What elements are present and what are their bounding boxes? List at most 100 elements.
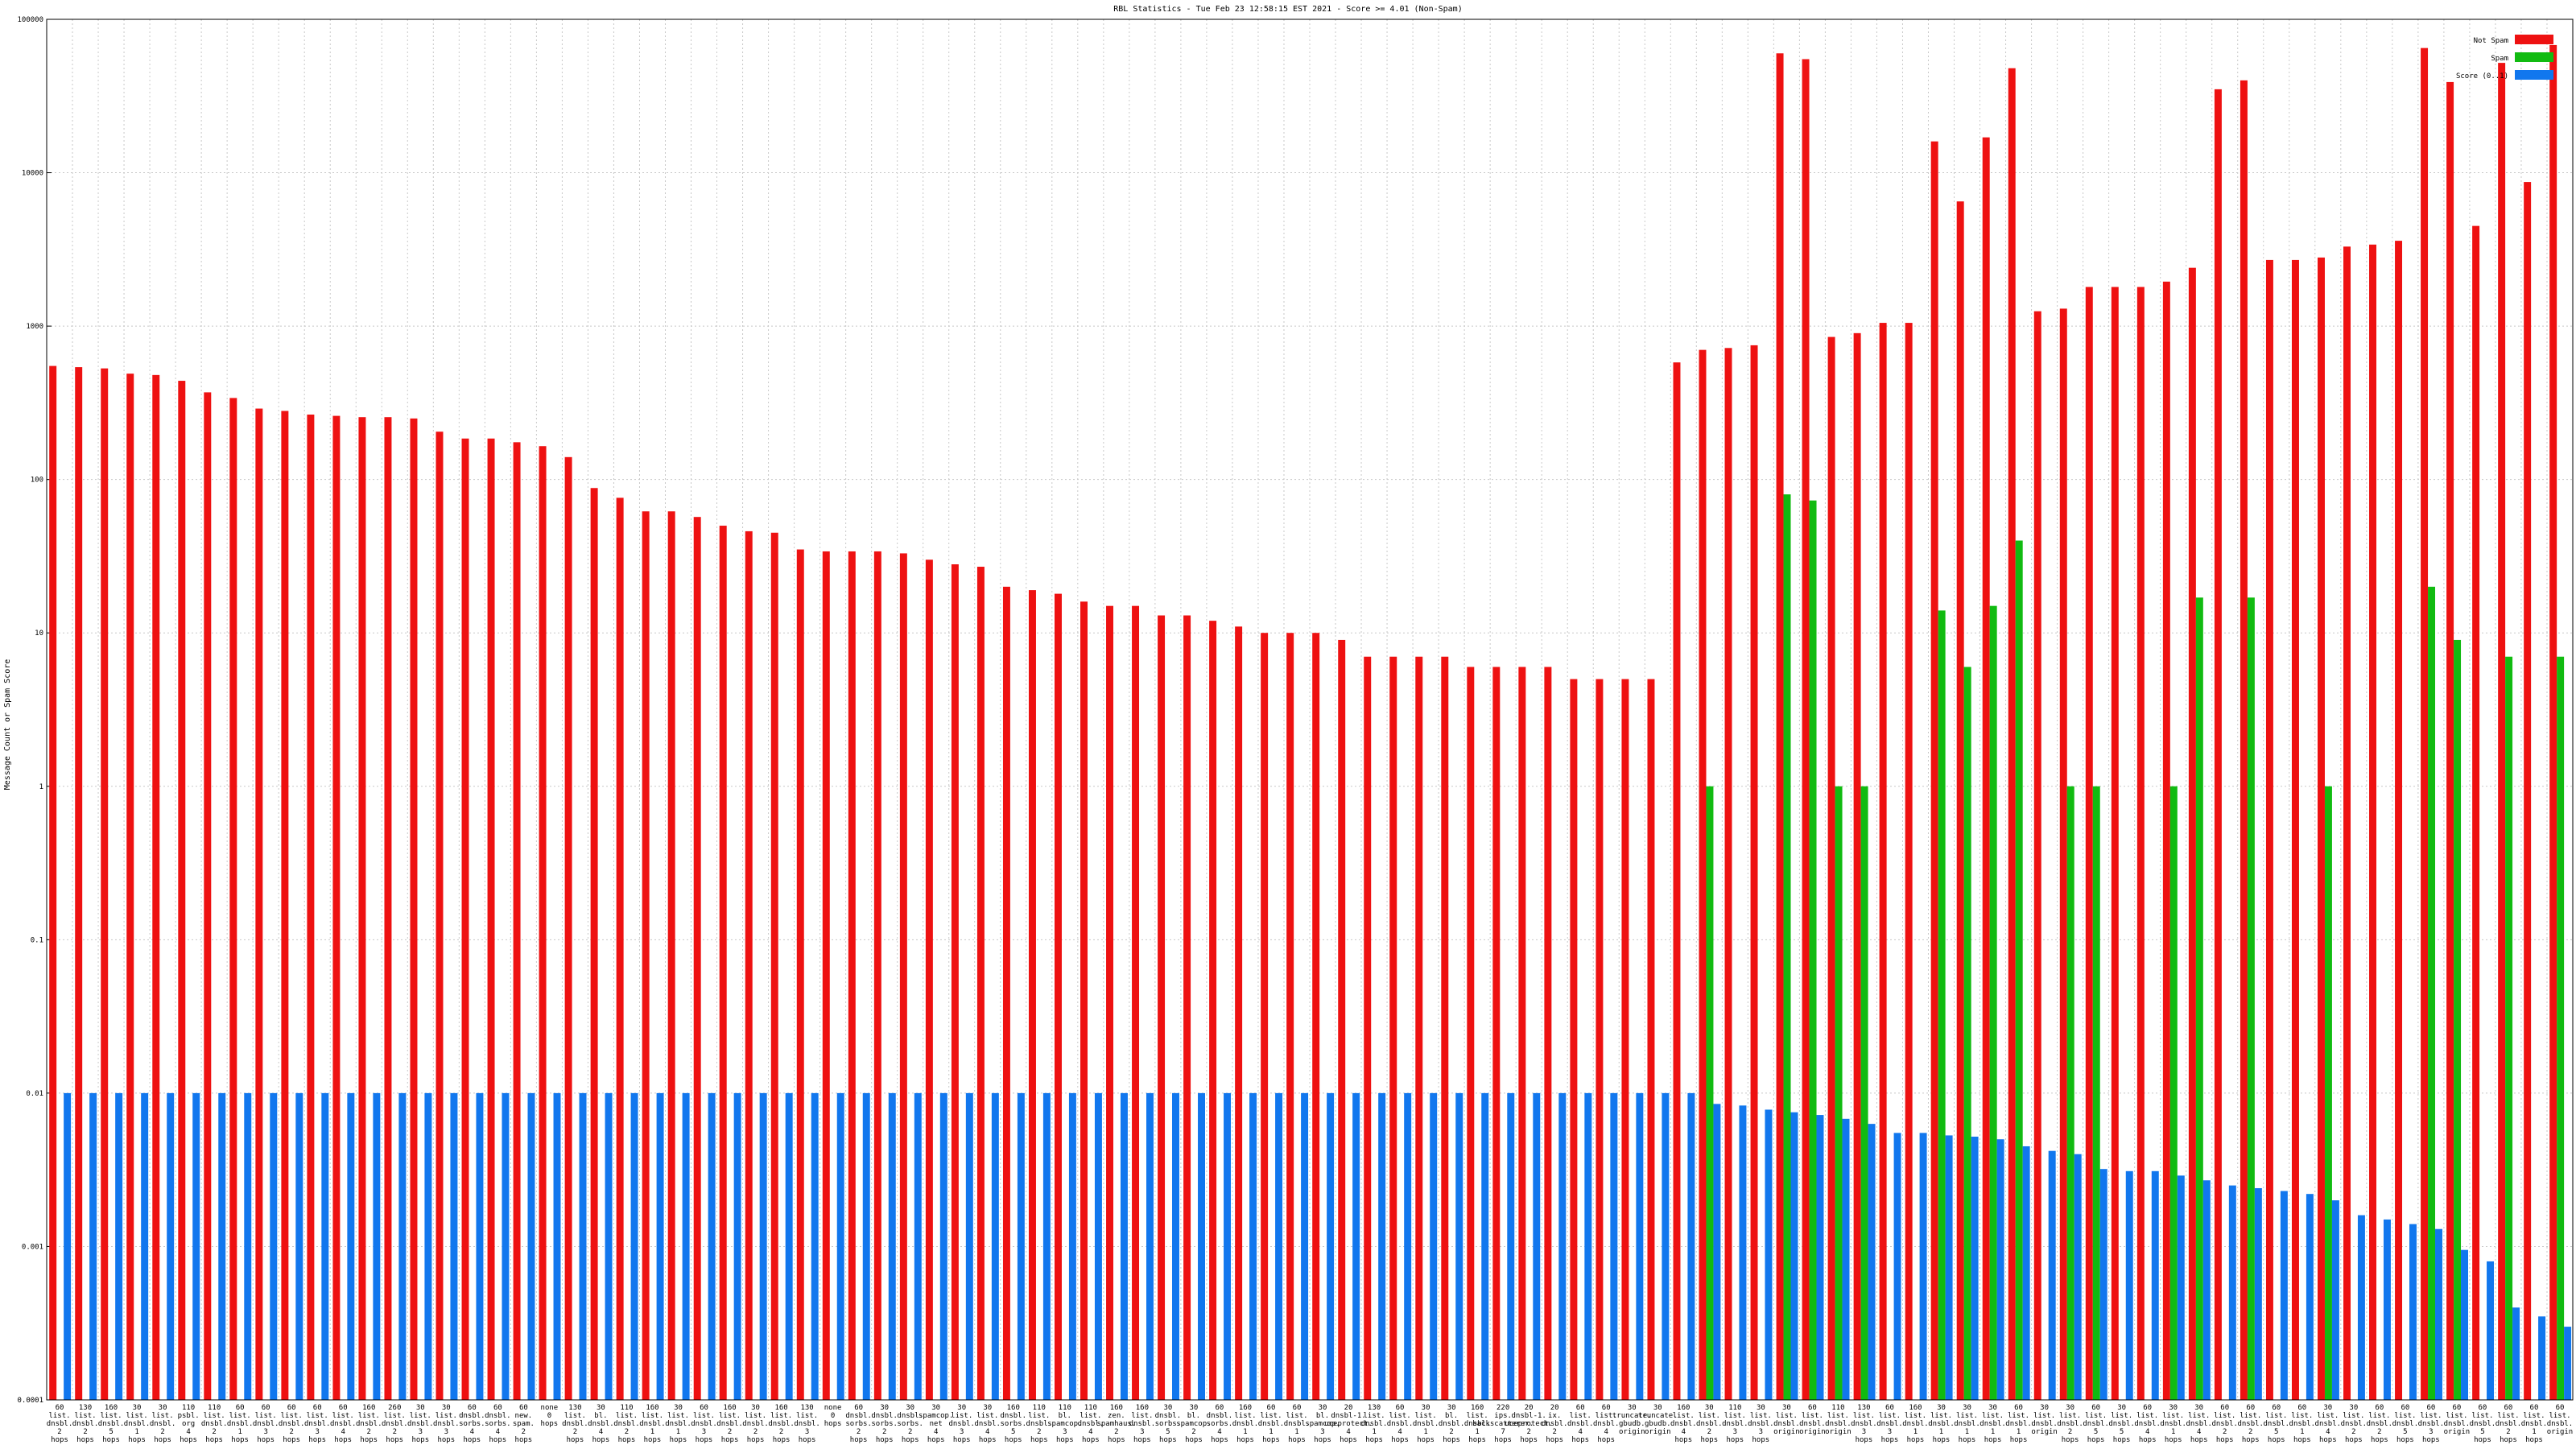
legend-swatch <box>2515 52 2553 62</box>
category-label: 110 list. dnsbl. 4 hops <box>1078 1404 1104 1444</box>
category-label: 30 dnsbl. sorbs. 2 hops <box>897 1404 923 1444</box>
bar-not-spam <box>2214 89 2222 1400</box>
bar-not-spam <box>2033 311 2041 1400</box>
grid-lines <box>47 19 2574 1401</box>
category-label: 160 list. dnsbl. 2 hops <box>356 1404 382 1444</box>
category-label: 30 list. dnsbl. origin <box>2031 1404 2058 1436</box>
y-tick-label: 10000 <box>22 170 43 178</box>
bar-not-spam <box>770 532 778 1400</box>
bar-score <box>1533 1092 1541 1400</box>
category-label: 30 list. dnsbl. 2 hops <box>742 1404 769 1444</box>
category-label: 160 list. dnsbl. 1 hops <box>1902 1404 1929 1444</box>
bar-not-spam <box>2059 308 2067 1400</box>
bar-not-spam <box>2498 63 2506 1401</box>
category-label: 60 list. dnsbl. 5 hops <box>2264 1404 2290 1444</box>
category-label: 30 list. dnsbl. origin <box>1773 1404 1800 1436</box>
bar-not-spam <box>1235 626 1243 1400</box>
bar-not-spam <box>1158 615 1166 1400</box>
bar-not-spam <box>2472 225 2480 1400</box>
bar-not-spam <box>1492 667 1501 1400</box>
category-label: 20 dnsbl-1. uceprotect. 2 hops <box>1505 1404 1553 1444</box>
bar-not-spam <box>1132 605 1140 1400</box>
category-label: 160 list. dnsbl. 1 hops <box>639 1404 666 1444</box>
bar-not-spam <box>2111 287 2119 1401</box>
category-label: 160 list. dnsbl. 2 hops <box>716 1404 743 1444</box>
plot-frame <box>46 19 2574 1401</box>
bar-score <box>1662 1092 1670 1400</box>
bar-score <box>605 1092 613 1400</box>
bar-spam <box>2557 656 2565 1400</box>
bar-score <box>708 1092 716 1400</box>
category-label: 110 psbl. org 4 hops <box>178 1404 200 1444</box>
category-label: 30 list. dnsbl. 1 hops <box>1979 1404 2006 1444</box>
bar-not-spam <box>1183 615 1191 1400</box>
bar-score <box>1224 1092 1232 1400</box>
bar-score <box>2151 1170 2159 1400</box>
category-label: 110 list. dnsbl. 2 hops <box>613 1404 640 1444</box>
category-label: 20 dnsbl-1. uceprotect. 4 hops <box>1324 1404 1373 1444</box>
bar-score <box>64 1092 72 1400</box>
bar-score <box>939 1092 947 1400</box>
category-label: 30 list. dnsbl. 3 hops <box>407 1404 434 1444</box>
bar-score <box>398 1092 407 1400</box>
bar-score <box>2228 1185 2236 1400</box>
bar-score <box>1017 1092 1025 1400</box>
bar-not-spam <box>1879 323 1887 1400</box>
y-tick-label: 0.01 <box>26 1090 43 1098</box>
bar-not-spam <box>461 438 469 1400</box>
bar-not-spam <box>2162 281 2170 1401</box>
category-label: 60 list. dnsbl. 2 hops <box>2367 1404 2393 1444</box>
bar-score <box>1765 1109 1773 1400</box>
category-label: 30 list. dnsbl. 1 hops <box>1928 1404 1955 1444</box>
category-label: 30 list. dnsbl. 3 hops <box>948 1404 975 1444</box>
bar-not-spam <box>1467 667 1475 1400</box>
category-label: 60 list. dnsbl. 3 hops <box>2418 1404 2445 1444</box>
category-label: none 0 hops <box>541 1404 559 1428</box>
bar-score <box>759 1092 767 1400</box>
category-label: 60 list. dnsbl. 1 hops <box>2521 1404 2548 1444</box>
y-tick-label: 0.001 <box>22 1243 43 1251</box>
category-label: 30 list. dnsbl. 1 hops <box>1413 1404 1439 1444</box>
category-label: 60 list. dnsbl. 2 hops <box>47 1404 73 1444</box>
category-label: 160 zen. spamhaus. 2 hops <box>1096 1404 1136 1444</box>
bar-not-spam <box>49 365 57 1401</box>
category-label: 60 dnsbl. sorbs. 2 hops <box>845 1404 872 1444</box>
bar-not-spam <box>1518 667 1526 1400</box>
bar-score <box>1842 1118 1850 1400</box>
category-label: 30 list. dnsbl. 4 hops <box>974 1404 1001 1444</box>
bar-not-spam <box>564 456 572 1400</box>
bar-not-spam <box>101 368 109 1400</box>
category-label: 30 list. dnsbl. 2 hops <box>2341 1404 2368 1444</box>
category-label: 60 list. dnsbl. origin <box>2547 1404 2574 1436</box>
bar-not-spam <box>229 398 237 1400</box>
category-label: 30 bl. dnsbl. 4 hops <box>588 1404 614 1444</box>
category-label: 30 spamcop. net 4 hops <box>919 1404 953 1444</box>
bar-not-spam <box>1338 639 1346 1400</box>
bar-not-spam <box>667 511 675 1400</box>
bar-not-spam <box>1002 586 1010 1400</box>
bar-spam <box>2015 540 2023 1400</box>
bar-not-spam <box>1209 621 1217 1400</box>
bar-not-spam <box>2265 259 2273 1400</box>
category-label: 30 bl. spamcop. 2 hops <box>1176 1404 1211 1444</box>
category-label: 130 list. dnsbl. 3 hops <box>1851 1404 1877 1444</box>
bar-not-spam <box>796 549 804 1400</box>
bar-score <box>1275 1092 1283 1400</box>
bar-score <box>1198 1092 1205 1400</box>
bar-not-spam <box>1802 59 1810 1401</box>
bar-score <box>733 1092 741 1400</box>
bar-not-spam <box>255 408 263 1400</box>
bar-score <box>1868 1124 1876 1400</box>
category-label: 30 list. dnsbl. 3 hops <box>1748 1404 1774 1444</box>
bar-score <box>2357 1215 2365 1400</box>
legend-label: Not Spam <box>2474 37 2508 45</box>
category-label: 30 list. dnsbl. 2 hops <box>150 1404 176 1444</box>
category-label: 60 list. dnsbl. origin <box>2444 1404 2471 1436</box>
category-label: 60 list. dnsbl. 3 hops <box>691 1404 717 1444</box>
bar-not-spam <box>1776 53 1784 1400</box>
bar-score <box>1996 1139 2004 1400</box>
category-label: 20 ix. dnsbl. 2 hops <box>1542 1404 1568 1444</box>
category-label: 130 list. dnsbl. 1 hops <box>1361 1404 1388 1444</box>
bar-not-spam <box>1106 605 1114 1400</box>
